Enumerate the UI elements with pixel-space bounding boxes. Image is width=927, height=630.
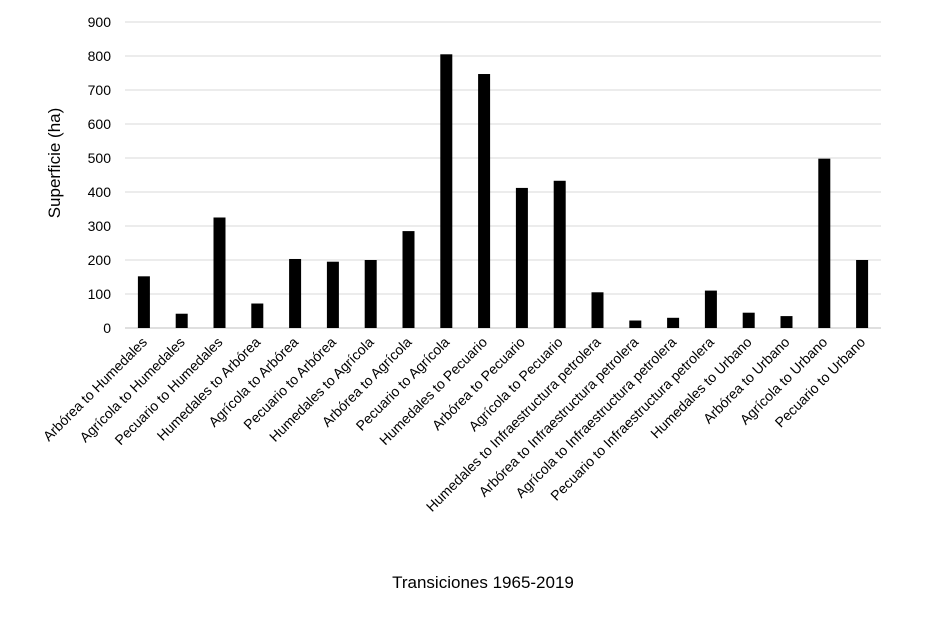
gridlines [125, 21, 881, 329]
bar [402, 231, 415, 328]
bar [591, 292, 604, 328]
bar [667, 317, 680, 328]
y-tick-label: 100 [88, 286, 112, 302]
y-tick-label: 300 [88, 218, 112, 234]
bar [364, 260, 377, 328]
bar [289, 258, 302, 328]
bar [515, 187, 528, 328]
y-tick-label: 400 [88, 184, 112, 200]
y-tick-label: 500 [88, 150, 112, 166]
x-axis-title: Transiciones 1965-2019 [392, 573, 574, 592]
y-tick-label: 200 [88, 252, 112, 268]
bar [780, 316, 793, 328]
bar [553, 180, 566, 328]
bar [175, 313, 188, 328]
bar [818, 158, 831, 328]
y-tick-label: 0 [103, 320, 111, 336]
bar [704, 290, 717, 328]
bar [742, 312, 755, 328]
y-tick-label: 700 [88, 82, 112, 98]
bar [251, 303, 264, 328]
bar [137, 276, 150, 328]
y-axis-title: Superficie (ha) [45, 108, 64, 219]
y-tick-label: 600 [88, 116, 112, 132]
bar [478, 74, 491, 329]
bar [440, 54, 453, 329]
y-tick-label: 900 [88, 14, 112, 30]
bar [629, 320, 642, 328]
bars [137, 54, 869, 329]
bar [856, 260, 869, 328]
y-tick-label: 800 [88, 48, 112, 64]
y-axis-ticks: 0 100 200 300 400 500 600 700 800 900 [88, 14, 112, 336]
bar [326, 261, 339, 328]
bar [213, 217, 226, 328]
